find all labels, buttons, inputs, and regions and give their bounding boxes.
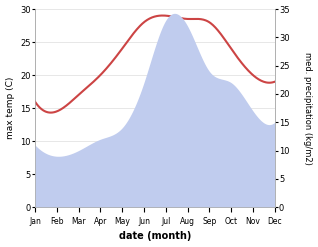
X-axis label: date (month): date (month) bbox=[119, 231, 191, 242]
Y-axis label: med. precipitation (kg/m2): med. precipitation (kg/m2) bbox=[303, 52, 313, 165]
Y-axis label: max temp (C): max temp (C) bbox=[5, 77, 15, 139]
